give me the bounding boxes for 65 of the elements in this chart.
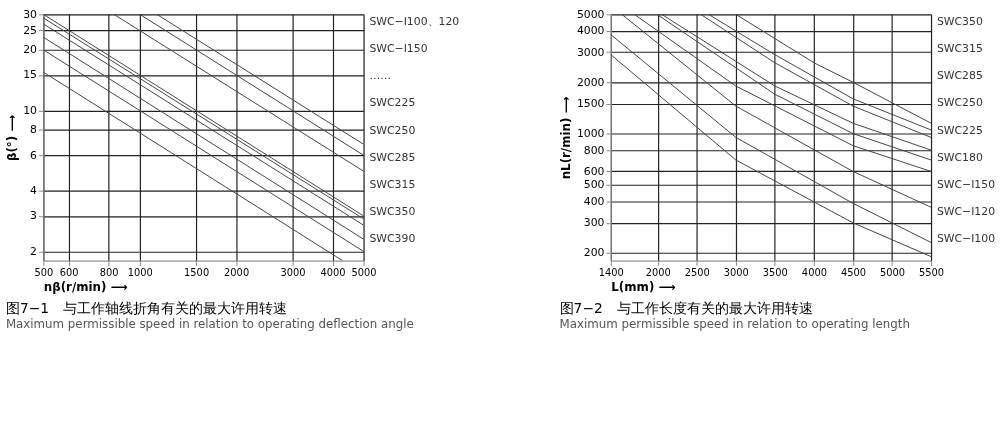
y-tick-label: 500	[583, 178, 605, 192]
x-tick-label: 4000	[320, 266, 346, 278]
x-tick-label: 5000	[879, 266, 906, 278]
x-tick-label: 1000	[127, 266, 153, 278]
text: 图7−2 与工作长度有关的最大许用转速	[559, 299, 813, 316]
x-tick-label: 3500	[762, 266, 788, 278]
y-tick-label: 3000	[576, 45, 605, 59]
y-tick-label: 600	[583, 164, 605, 178]
y-tick-label: 3	[30, 209, 38, 223]
y-tick-label: 200	[583, 246, 605, 260]
y-tick-label: 25	[23, 23, 37, 37]
y-tick-label: 4000	[576, 24, 605, 38]
y-tick-label: 10	[23, 103, 38, 117]
x-tick-label: 2000	[224, 266, 250, 278]
x-tick-label: 2500	[684, 266, 710, 278]
text: ……	[369, 69, 392, 83]
x-tick-label: 1500	[184, 266, 210, 278]
y-tick-label: 2	[30, 244, 37, 258]
x-tick-label: 800	[99, 266, 119, 278]
x-tick-label: 2000	[645, 266, 671, 278]
text: 图7−1 与工作轴线折角有关的最大许用转速	[5, 299, 288, 316]
text: SWC−I100	[936, 231, 996, 245]
text: SWC285	[936, 69, 983, 83]
y-tick-label: 30	[23, 7, 38, 21]
x-tick-label: 3000	[280, 266, 306, 278]
x-tick-label: 4000	[801, 266, 827, 278]
x-axis-title: nβ(r/min) ⟶	[43, 279, 128, 294]
text: SWC315	[936, 42, 983, 56]
x-tick-label: 5500	[919, 266, 945, 278]
x-tick-label: 5000	[351, 266, 377, 278]
y-tick-label: 8	[30, 123, 38, 137]
y-tick-label: 15	[23, 68, 37, 82]
text: SWC285	[369, 150, 416, 164]
text: SWC350	[369, 204, 416, 218]
y-tick-label: 300	[583, 216, 605, 230]
text: SWC−I150	[369, 42, 428, 56]
text: SWC350	[936, 15, 983, 29]
x-tick-label: 600	[59, 266, 79, 278]
text: Maximum permissible speed in relation to operating length	[559, 316, 910, 331]
y-tick-label: 20	[23, 43, 38, 57]
x-tick-label: 1400	[598, 266, 624, 278]
y-tick-label: 2000	[576, 75, 605, 89]
y-tick-label: 400	[583, 194, 605, 208]
x-axis-title: L(mm) ⟶	[611, 279, 676, 294]
x-tick-label: 4500	[840, 266, 866, 278]
y-tick-label: 1000	[576, 127, 605, 141]
y-axis-title: nL(r/min) ⟶	[558, 96, 573, 180]
text: SWC−I100、120	[369, 15, 460, 29]
y-axis-title: β(°) ⟶	[5, 114, 20, 162]
y-tick-label: 4	[30, 184, 38, 198]
y-tick-label: 5000	[576, 7, 605, 21]
text: Maximum permissible speed in relation to operating deflection angle	[5, 316, 414, 331]
text: SWC180	[936, 150, 983, 164]
text: SWC−I150	[936, 177, 996, 191]
x-tick-label: 3000	[723, 266, 749, 278]
text: SWC315	[369, 177, 416, 191]
text: SWC250	[936, 96, 983, 110]
y-tick-label: 1500	[576, 96, 605, 110]
text: SWC−I120	[936, 204, 996, 218]
text: SWC225	[936, 123, 983, 137]
y-tick-label: 800	[583, 143, 605, 157]
y-tick-label: 6	[30, 148, 38, 162]
text: SWC390	[369, 231, 416, 245]
text: SWC250	[369, 123, 416, 137]
text: SWC225	[369, 96, 416, 110]
